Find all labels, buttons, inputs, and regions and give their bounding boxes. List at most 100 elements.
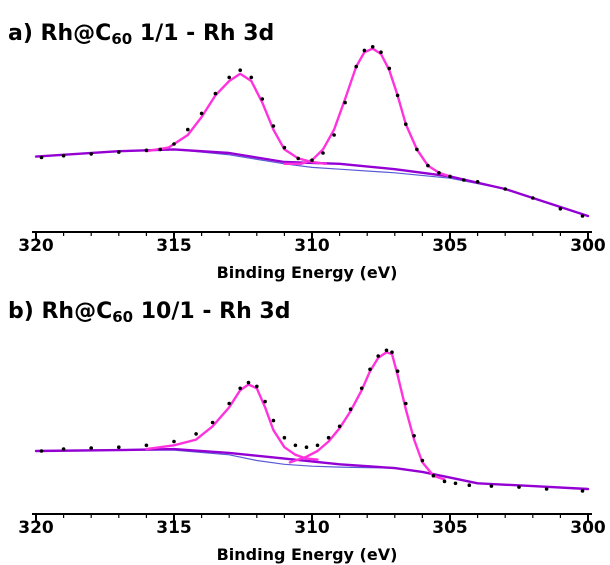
data-point [437, 171, 441, 175]
data-point [227, 75, 231, 80]
data-point [395, 369, 400, 374]
data-point [39, 449, 44, 453]
x-tick-label: 300 [570, 518, 606, 538]
data-point [362, 48, 367, 53]
data-point [412, 434, 416, 438]
title-suffix: 10/1 - Rh 3d [133, 299, 290, 324]
data-point [475, 180, 480, 184]
data-point [395, 93, 400, 98]
x-tick-label: 310 [294, 236, 330, 256]
x-tick-label: 305 [432, 518, 468, 538]
data-point [503, 187, 508, 191]
data-point [404, 122, 408, 126]
title-prefix: b) Rh@C [8, 299, 112, 324]
data-point [379, 50, 383, 54]
x-tick-label: 320 [18, 518, 54, 538]
data-point [384, 348, 389, 353]
x-tick-label: 310 [294, 518, 330, 538]
data-point [580, 489, 585, 493]
data-point [186, 127, 190, 132]
data-point [61, 447, 66, 451]
data-point [254, 384, 259, 389]
data-point [431, 473, 436, 478]
series-envelope-line [35, 449, 589, 490]
data-point [238, 386, 242, 391]
data-point [271, 418, 276, 423]
data-point [194, 432, 198, 436]
data-point [144, 443, 149, 448]
data-point [348, 407, 353, 412]
data-point [282, 435, 287, 440]
data-point [332, 133, 336, 137]
data-point [448, 174, 452, 179]
x-tick-label: 315 [156, 518, 192, 538]
series-peak-fit-3d5-2-line [283, 47, 452, 178]
data-point [213, 91, 218, 96]
title-subscript: 60 [112, 308, 133, 326]
series-peak-fit-3d3-2-line [145, 383, 319, 461]
x-tick-label: 300 [570, 236, 606, 256]
x-axis-label: Binding Energy (eV) [217, 545, 398, 564]
panel-title: b) Rh@C60 10/1 - Rh 3d [8, 299, 290, 326]
data-point [172, 142, 176, 146]
data-point [282, 145, 287, 150]
data-point [387, 66, 392, 71]
panel-b: b) Rh@C60 10/1 - Rh 3d 320 315 310 305 300 Bin… [8, 299, 606, 564]
data-point [404, 401, 408, 406]
data-point [368, 367, 372, 372]
data-point [89, 152, 93, 156]
x-tick-label: 305 [432, 236, 468, 256]
data-point [39, 155, 44, 160]
data-point [260, 97, 265, 101]
data-point [453, 481, 458, 486]
data-point [249, 75, 254, 80]
data-point [370, 45, 375, 49]
data-point [415, 147, 419, 152]
x-tick-label: 320 [18, 236, 54, 256]
data-point [263, 399, 267, 404]
data-point [246, 380, 251, 385]
x-axis-label: Binding Energy (eV) [217, 263, 398, 282]
data-point [117, 445, 121, 450]
data-point [321, 151, 325, 155]
data-point [343, 100, 347, 105]
series-peak-fit-3d3-2-line [145, 72, 327, 166]
title-suffix: 1/1 - Rh 3d [132, 21, 274, 46]
data-point [462, 178, 466, 182]
data-point [210, 420, 215, 425]
data-point [531, 196, 535, 200]
data-point [271, 124, 276, 128]
data-point [467, 483, 472, 488]
title-subscript: 60 [111, 30, 132, 48]
data-point [172, 439, 176, 444]
series-peak-fit-3d5-2-line [288, 351, 446, 481]
data-point [420, 458, 425, 463]
data-point [326, 435, 331, 440]
x-tick-label: 315 [156, 236, 192, 256]
data-point [304, 445, 309, 450]
data-point [158, 147, 162, 152]
data-point [359, 386, 364, 391]
data-point [117, 150, 121, 154]
data-point [293, 443, 298, 448]
data-point [580, 214, 585, 218]
series-background-line [34, 447, 590, 491]
data-point [227, 401, 231, 406]
data-point [238, 68, 242, 72]
data-point [442, 479, 447, 484]
data-point [390, 350, 394, 355]
data-point [354, 64, 359, 69]
data-point [337, 424, 342, 429]
data-point [296, 156, 301, 161]
data-point [558, 207, 563, 211]
data-point [315, 443, 320, 448]
data-point [544, 487, 549, 491]
data-point [144, 148, 149, 153]
data-point [89, 446, 93, 450]
data-point [426, 163, 430, 168]
data-point [310, 158, 314, 162]
data-point [517, 485, 521, 489]
panel-a: a) Rh@C60 1/1 - Rh 3d 320 315 310 305 300 Bind… [8, 21, 606, 282]
data-point [61, 153, 66, 158]
